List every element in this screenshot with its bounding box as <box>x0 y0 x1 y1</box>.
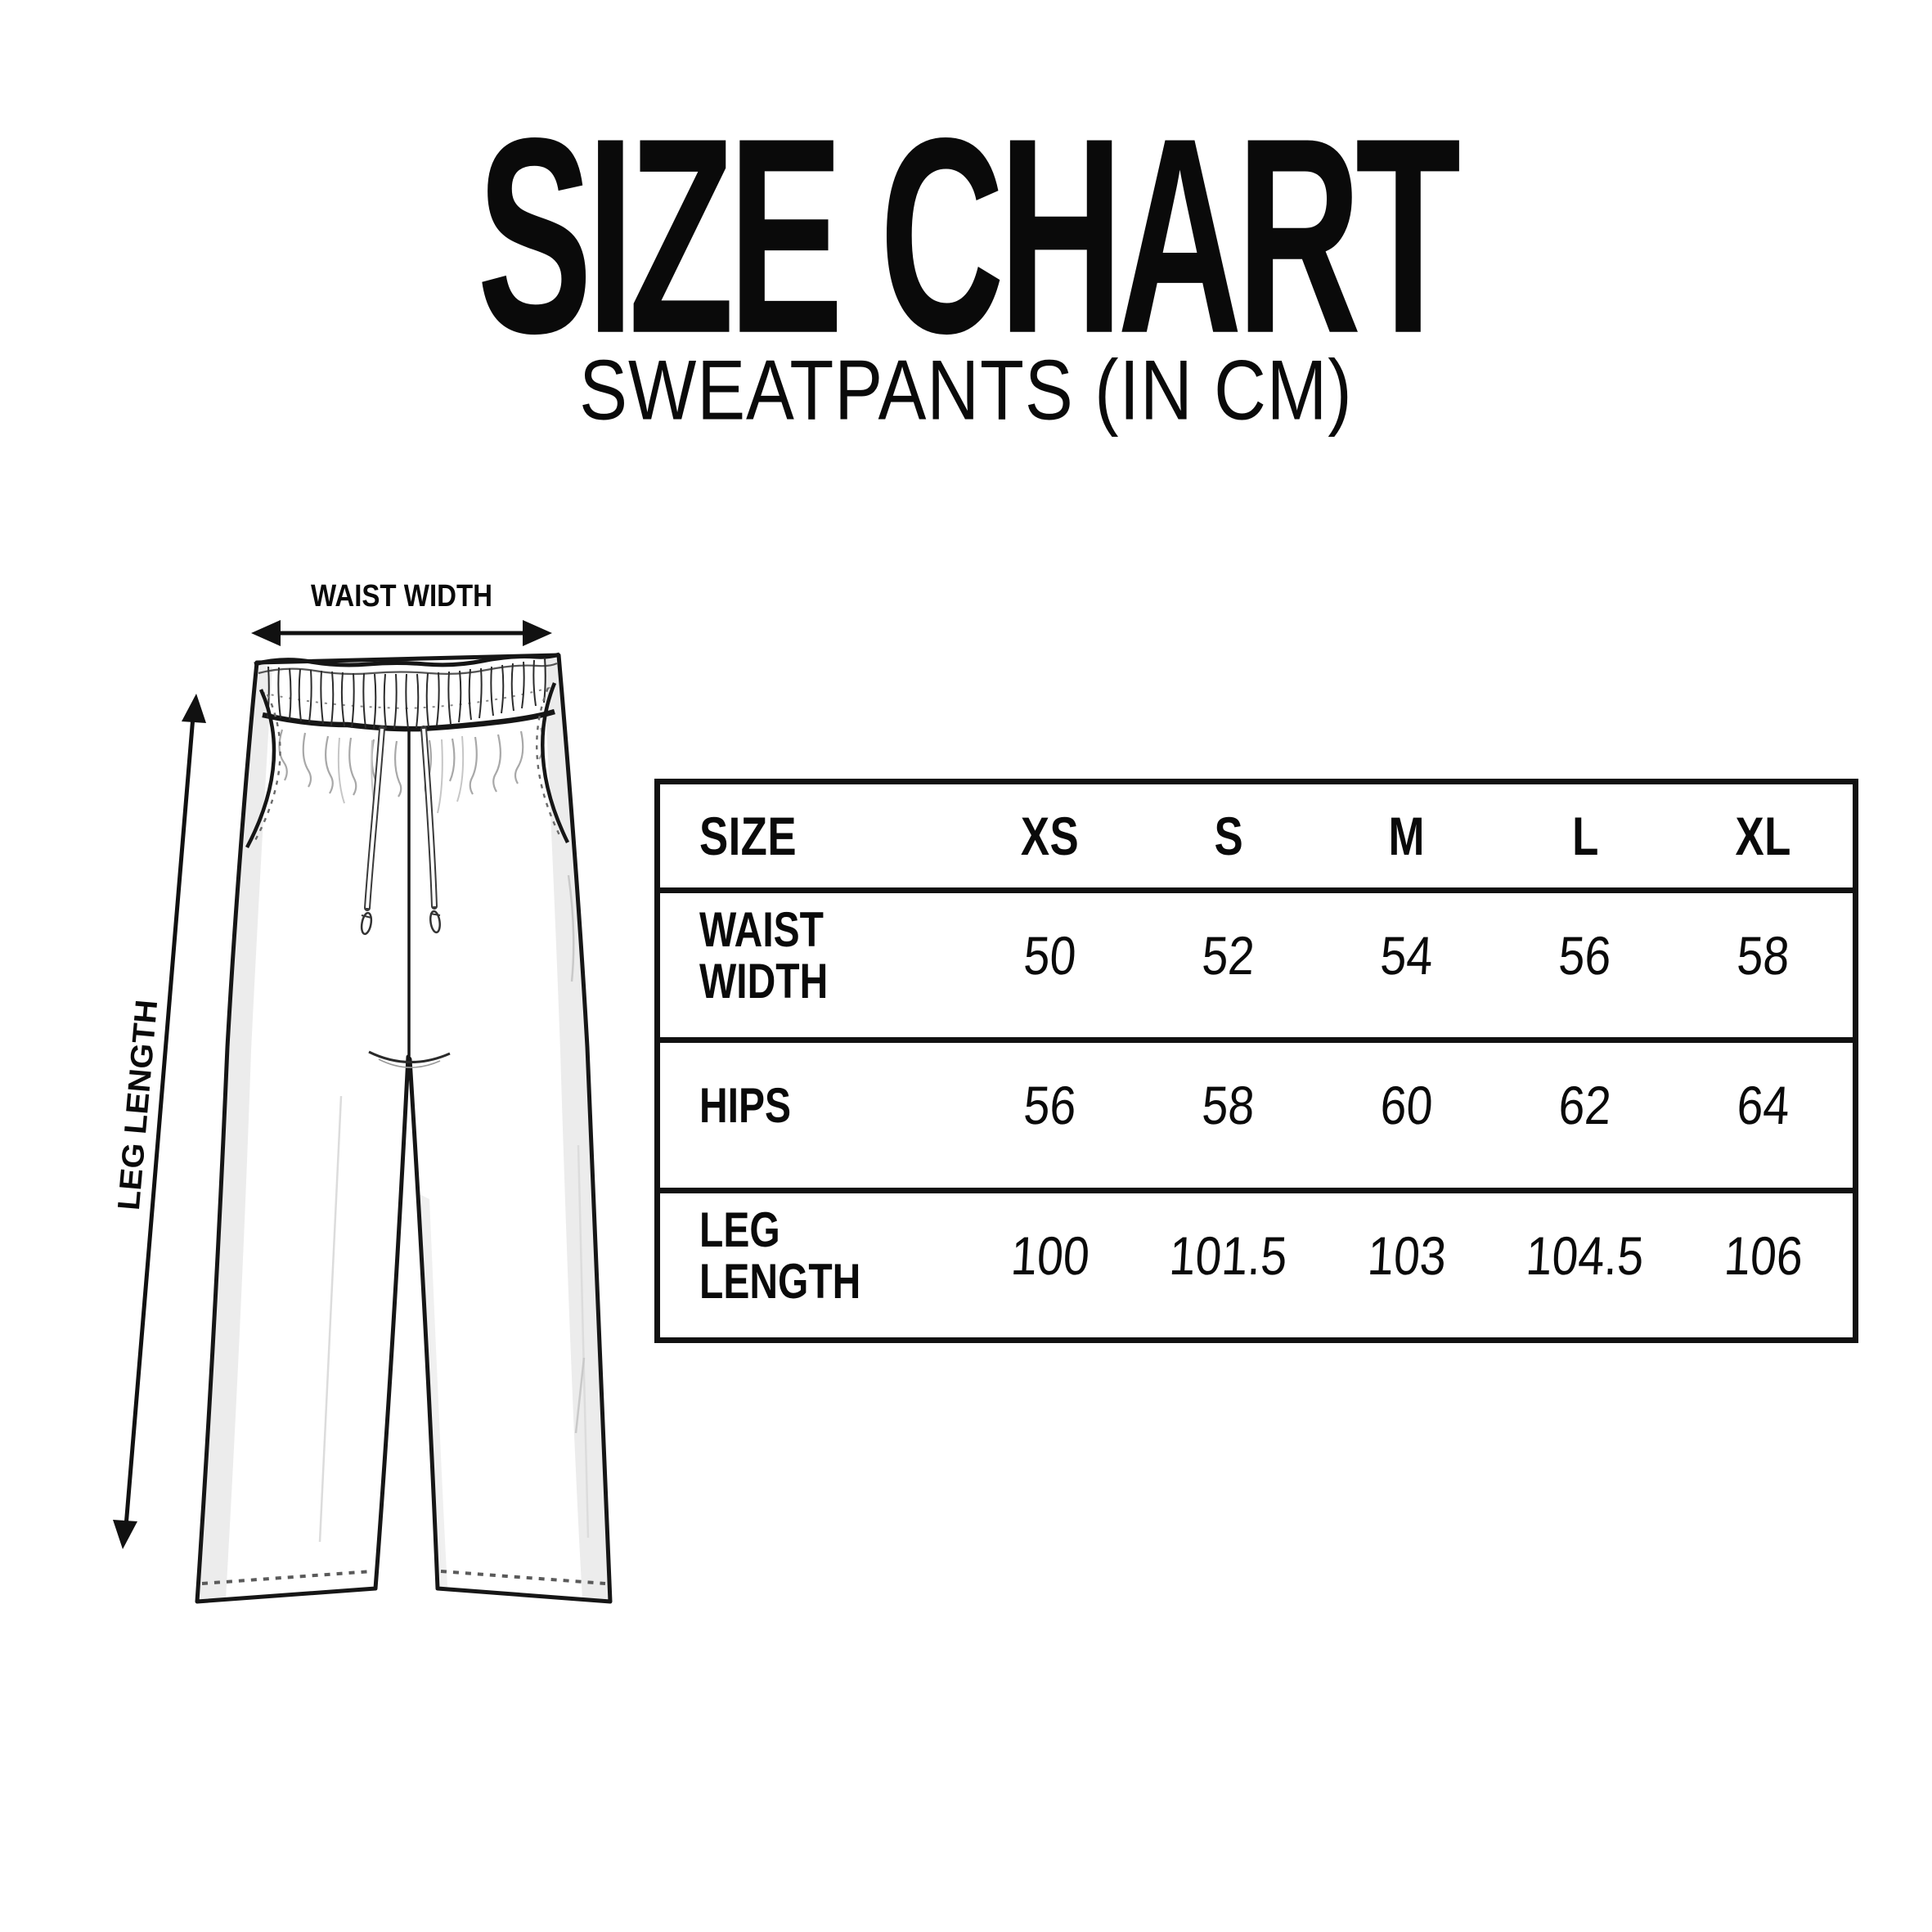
column-header: L <box>1571 806 1599 866</box>
pants-sketch <box>195 652 613 1604</box>
arrowhead-down-icon <box>113 1520 137 1549</box>
header-cell-l: L <box>1496 784 1674 887</box>
value-cell: 52 <box>1139 893 1318 1037</box>
size-value: 50 <box>1022 925 1079 986</box>
size-value: 58 <box>1200 1075 1257 1136</box>
size-value: 56 <box>1557 925 1614 986</box>
waist-width-arrow: WAIST WIDTH <box>251 579 552 646</box>
table-row-hips: HIPS 56 58 60 62 64 <box>660 1037 1853 1187</box>
page-subtitle-wrap: SWEATPANTS (IN CM) <box>0 346 1932 435</box>
arrowhead-left-icon <box>251 620 281 646</box>
value-cell: 64 <box>1674 1043 1853 1187</box>
size-table-header-row: SIZE XS S M L XL <box>660 784 1853 887</box>
pocket-right <box>536 682 570 843</box>
value-cell: 54 <box>1318 893 1496 1037</box>
size-value: 56 <box>1022 1075 1079 1136</box>
page-title: SIZE CHART <box>477 79 1461 392</box>
size-value: 54 <box>1378 925 1436 986</box>
page-subtitle: SWEATPANTS (IN CM) <box>579 343 1353 438</box>
header-cell-xs: XS <box>961 784 1139 887</box>
value-cell: 104.5 <box>1496 1193 1674 1337</box>
waist-width-label: WAIST WIDTH <box>311 579 492 613</box>
size-value: 100 <box>1009 1224 1092 1286</box>
page-title-wrap: SIZE CHART <box>0 96 1932 375</box>
arrowhead-up-icon <box>182 694 206 723</box>
size-value: 101.5 <box>1167 1224 1290 1286</box>
value-cell: 103 <box>1318 1193 1496 1337</box>
leg-length-arrow: LEG LENGTH <box>112 694 206 1549</box>
value-cell: 100 <box>961 1193 1139 1337</box>
column-header: SIZE <box>699 806 797 866</box>
sweatpants-figure: WAIST WIDTH LEG LENGTH <box>78 523 699 1669</box>
row-label-cell: WAIST WIDTH <box>660 893 961 1037</box>
value-cell: 50 <box>961 893 1139 1037</box>
drawstring-right <box>420 726 441 934</box>
value-cell: 58 <box>1674 893 1853 1037</box>
value-cell: 60 <box>1318 1043 1496 1187</box>
header-cell-s: S <box>1139 784 1318 887</box>
size-value: 106 <box>1722 1224 1805 1286</box>
header-cell-size: SIZE <box>660 784 961 887</box>
size-value: 64 <box>1735 1075 1792 1136</box>
row-label-cell: HIPS <box>660 1043 961 1187</box>
header-cell-m: M <box>1318 784 1496 887</box>
arrowhead-right-icon <box>523 620 552 646</box>
value-cell: 56 <box>1496 893 1674 1037</box>
row-label: WAIST WIDTH <box>699 902 829 1009</box>
size-value: 103 <box>1365 1224 1449 1286</box>
pocket-left <box>245 689 281 849</box>
size-value: 104.5 <box>1524 1224 1647 1286</box>
row-label-cell: LEG LENGTH <box>660 1193 961 1337</box>
size-value: 52 <box>1200 925 1257 986</box>
column-header: M <box>1388 806 1426 866</box>
sweatpants-illustration: WAIST WIDTH LEG LENGTH <box>112 579 613 1604</box>
column-header: XS <box>1021 806 1080 866</box>
value-cell: 62 <box>1496 1043 1674 1187</box>
size-table: SIZE XS S M L XL WAIST WIDTH 50 52 54 <box>654 779 1858 1343</box>
value-cell: 56 <box>961 1043 1139 1187</box>
size-value: 62 <box>1557 1075 1614 1136</box>
size-value: 60 <box>1378 1075 1436 1136</box>
value-cell: 101.5 <box>1139 1193 1318 1337</box>
header-cell-xl: XL <box>1674 784 1853 887</box>
row-label: HIPS <box>699 1077 792 1133</box>
table-row-leg-length: LEG LENGTH 100 101.5 103 104.5 106 <box>660 1187 1853 1337</box>
column-header: S <box>1214 806 1243 866</box>
drawstring-left <box>360 726 385 936</box>
column-header: XL <box>1735 806 1792 866</box>
value-cell: 58 <box>1139 1043 1318 1187</box>
row-label: LEG LENGTH <box>699 1202 861 1309</box>
value-cell: 106 <box>1674 1193 1853 1337</box>
size-value: 58 <box>1735 925 1792 986</box>
table-row-waist-width: WAIST WIDTH 50 52 54 56 58 <box>660 887 1853 1037</box>
